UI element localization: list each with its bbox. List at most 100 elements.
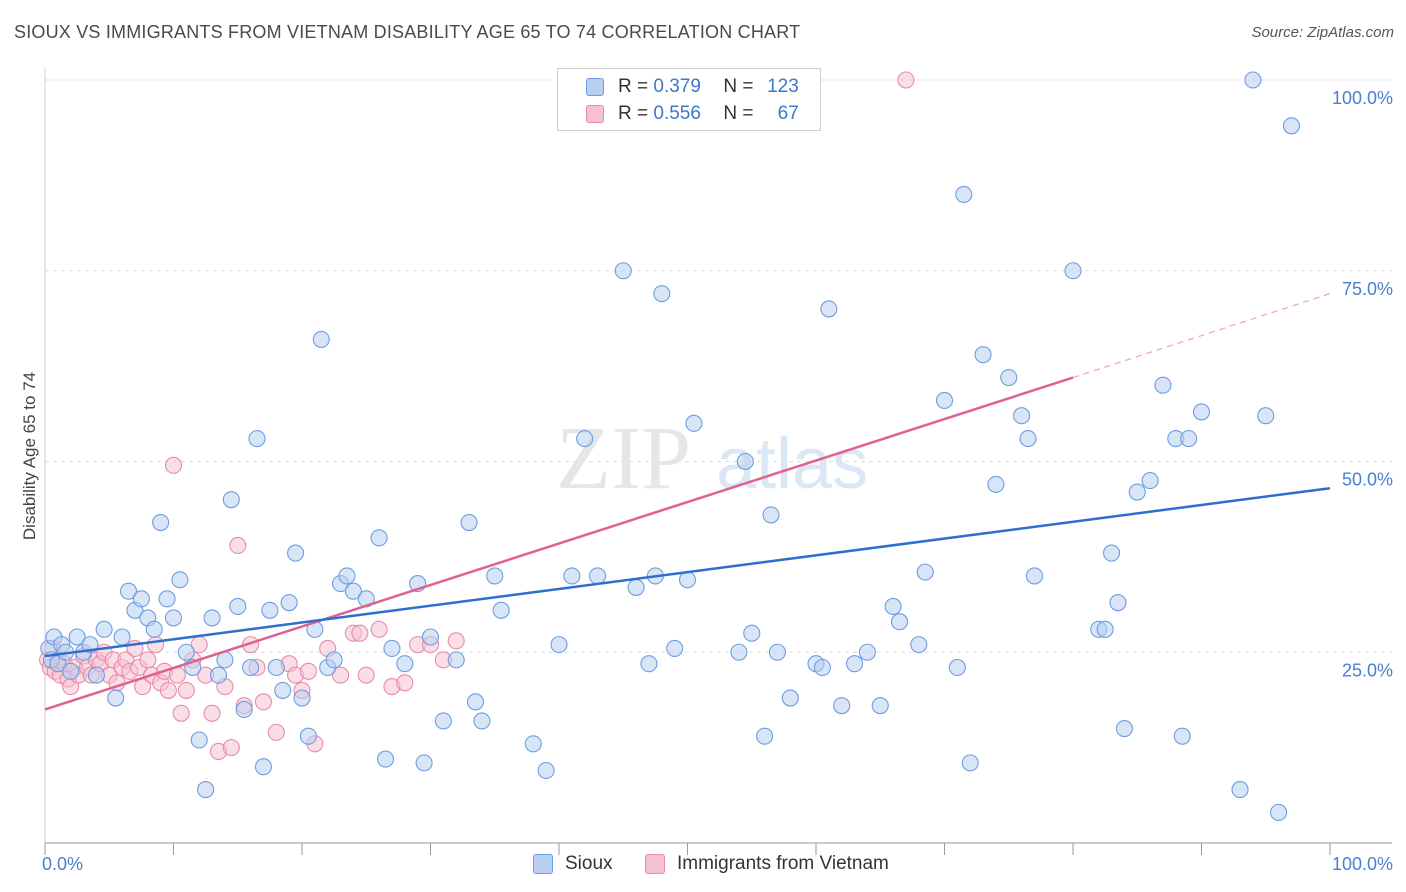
sioux-point (396, 655, 414, 673)
vietnam-point (172, 704, 190, 722)
sioux-point (107, 689, 125, 707)
sioux-point (197, 781, 215, 799)
sioux-point (171, 571, 189, 589)
sioux-point (858, 643, 876, 661)
sioux-point (222, 491, 240, 509)
vietnam-point (299, 662, 317, 680)
sioux-point (768, 643, 787, 661)
sioux-point (1013, 407, 1031, 425)
vietnam-point (254, 693, 273, 711)
sioux-point (415, 754, 433, 772)
sioux-point (781, 689, 799, 707)
sioux-point (235, 700, 253, 719)
sioux-point (955, 185, 973, 203)
sioux-point (177, 643, 195, 661)
sioux-point (1180, 430, 1198, 448)
watermark-zip: ZIP (556, 409, 691, 508)
sioux-point (1141, 472, 1159, 490)
sioux-point (756, 727, 774, 745)
sioux-point (813, 658, 831, 677)
vietnam-point (396, 674, 414, 692)
sioux-point (95, 620, 113, 638)
sioux-point (884, 597, 902, 616)
sioux-point (164, 609, 183, 627)
gridlines (45, 79, 1392, 653)
vietnam-point (146, 636, 165, 654)
sioux-point (1109, 594, 1127, 612)
sioux-point (383, 639, 401, 657)
vietnam-swatch (586, 105, 604, 123)
sioux-point (1270, 803, 1288, 822)
sioux-point (1096, 620, 1114, 638)
y-tick-label-100: 100.0% (1332, 88, 1393, 108)
sioux-point (68, 628, 86, 646)
sioux-r-value: 0.379 (653, 76, 701, 97)
sioux-point (653, 285, 671, 303)
vietnam-point (267, 723, 285, 741)
sioux-point (961, 754, 979, 772)
y-tick-label-50: 50.0% (1342, 470, 1393, 490)
sioux-point (974, 346, 992, 364)
sioux-point (261, 601, 279, 619)
y-tick-label-25: 25.0% (1342, 660, 1393, 680)
sioux-point (376, 750, 395, 768)
sioux-point (1025, 567, 1043, 585)
sioux-point (736, 452, 754, 471)
sioux-point (274, 681, 292, 699)
sioux-points (40, 71, 1300, 822)
sioux-point (1231, 781, 1249, 799)
sioux-point (916, 563, 934, 581)
sioux-point (1019, 430, 1037, 448)
sioux-point (550, 636, 568, 654)
sioux-point (209, 666, 228, 684)
sioux-point (833, 697, 851, 715)
vietnam-point (203, 704, 221, 722)
sioux-point (666, 639, 684, 657)
sioux-point (948, 658, 966, 677)
n-label: N = (723, 76, 754, 97)
vietnam-r-value: 0.556 (653, 103, 701, 124)
sioux-point (627, 578, 645, 596)
vietnam-point (897, 71, 915, 89)
sioux-point (1244, 71, 1262, 89)
sioux-point (890, 613, 909, 631)
sioux-point (293, 689, 311, 707)
sioux-point (203, 609, 221, 627)
x-tick-label-max: 100.0% (1332, 854, 1393, 874)
sioux-point (1173, 727, 1191, 745)
vietnam-trend-extension (1072, 293, 1331, 379)
y-axis-label: Disability Age 65 to 74 (20, 372, 39, 540)
vietnam-point (177, 681, 195, 699)
vietnam-point (351, 624, 369, 642)
sioux-point (190, 731, 208, 749)
r-label: R = (618, 103, 649, 124)
sioux-point (473, 712, 491, 730)
sioux-point (871, 697, 889, 715)
sioux-point (248, 430, 266, 448)
vietnam-point (229, 536, 247, 554)
sioux-point (460, 513, 478, 532)
sioux-point (370, 529, 388, 547)
sioux-point (434, 712, 452, 730)
sioux-point (935, 391, 954, 410)
sioux-point (987, 475, 1005, 493)
vietnam-point (370, 620, 388, 638)
sioux-point (762, 506, 780, 524)
correlation-legend: R = 0.379 N = 123 R = 0.556 N = 67 (557, 68, 821, 131)
sioux-point (466, 693, 485, 711)
sioux-point (845, 655, 864, 673)
legend-row-vietnam: R = 0.556 N = 67 (586, 102, 799, 126)
sioux-point (910, 636, 928, 654)
sioux-point (267, 658, 285, 677)
sioux-legend-label: Sioux (565, 853, 613, 874)
sioux-point (524, 735, 542, 753)
sioux-point (730, 643, 748, 661)
sioux-point (1192, 403, 1211, 421)
trend-lines (44, 293, 1331, 711)
sioux-point (1103, 544, 1121, 562)
legend-row-sioux: R = 0.379 N = 123 (586, 75, 799, 99)
sioux-point (421, 628, 440, 646)
vietnam-legend-swatch (645, 854, 665, 874)
sioux-point (338, 567, 356, 585)
